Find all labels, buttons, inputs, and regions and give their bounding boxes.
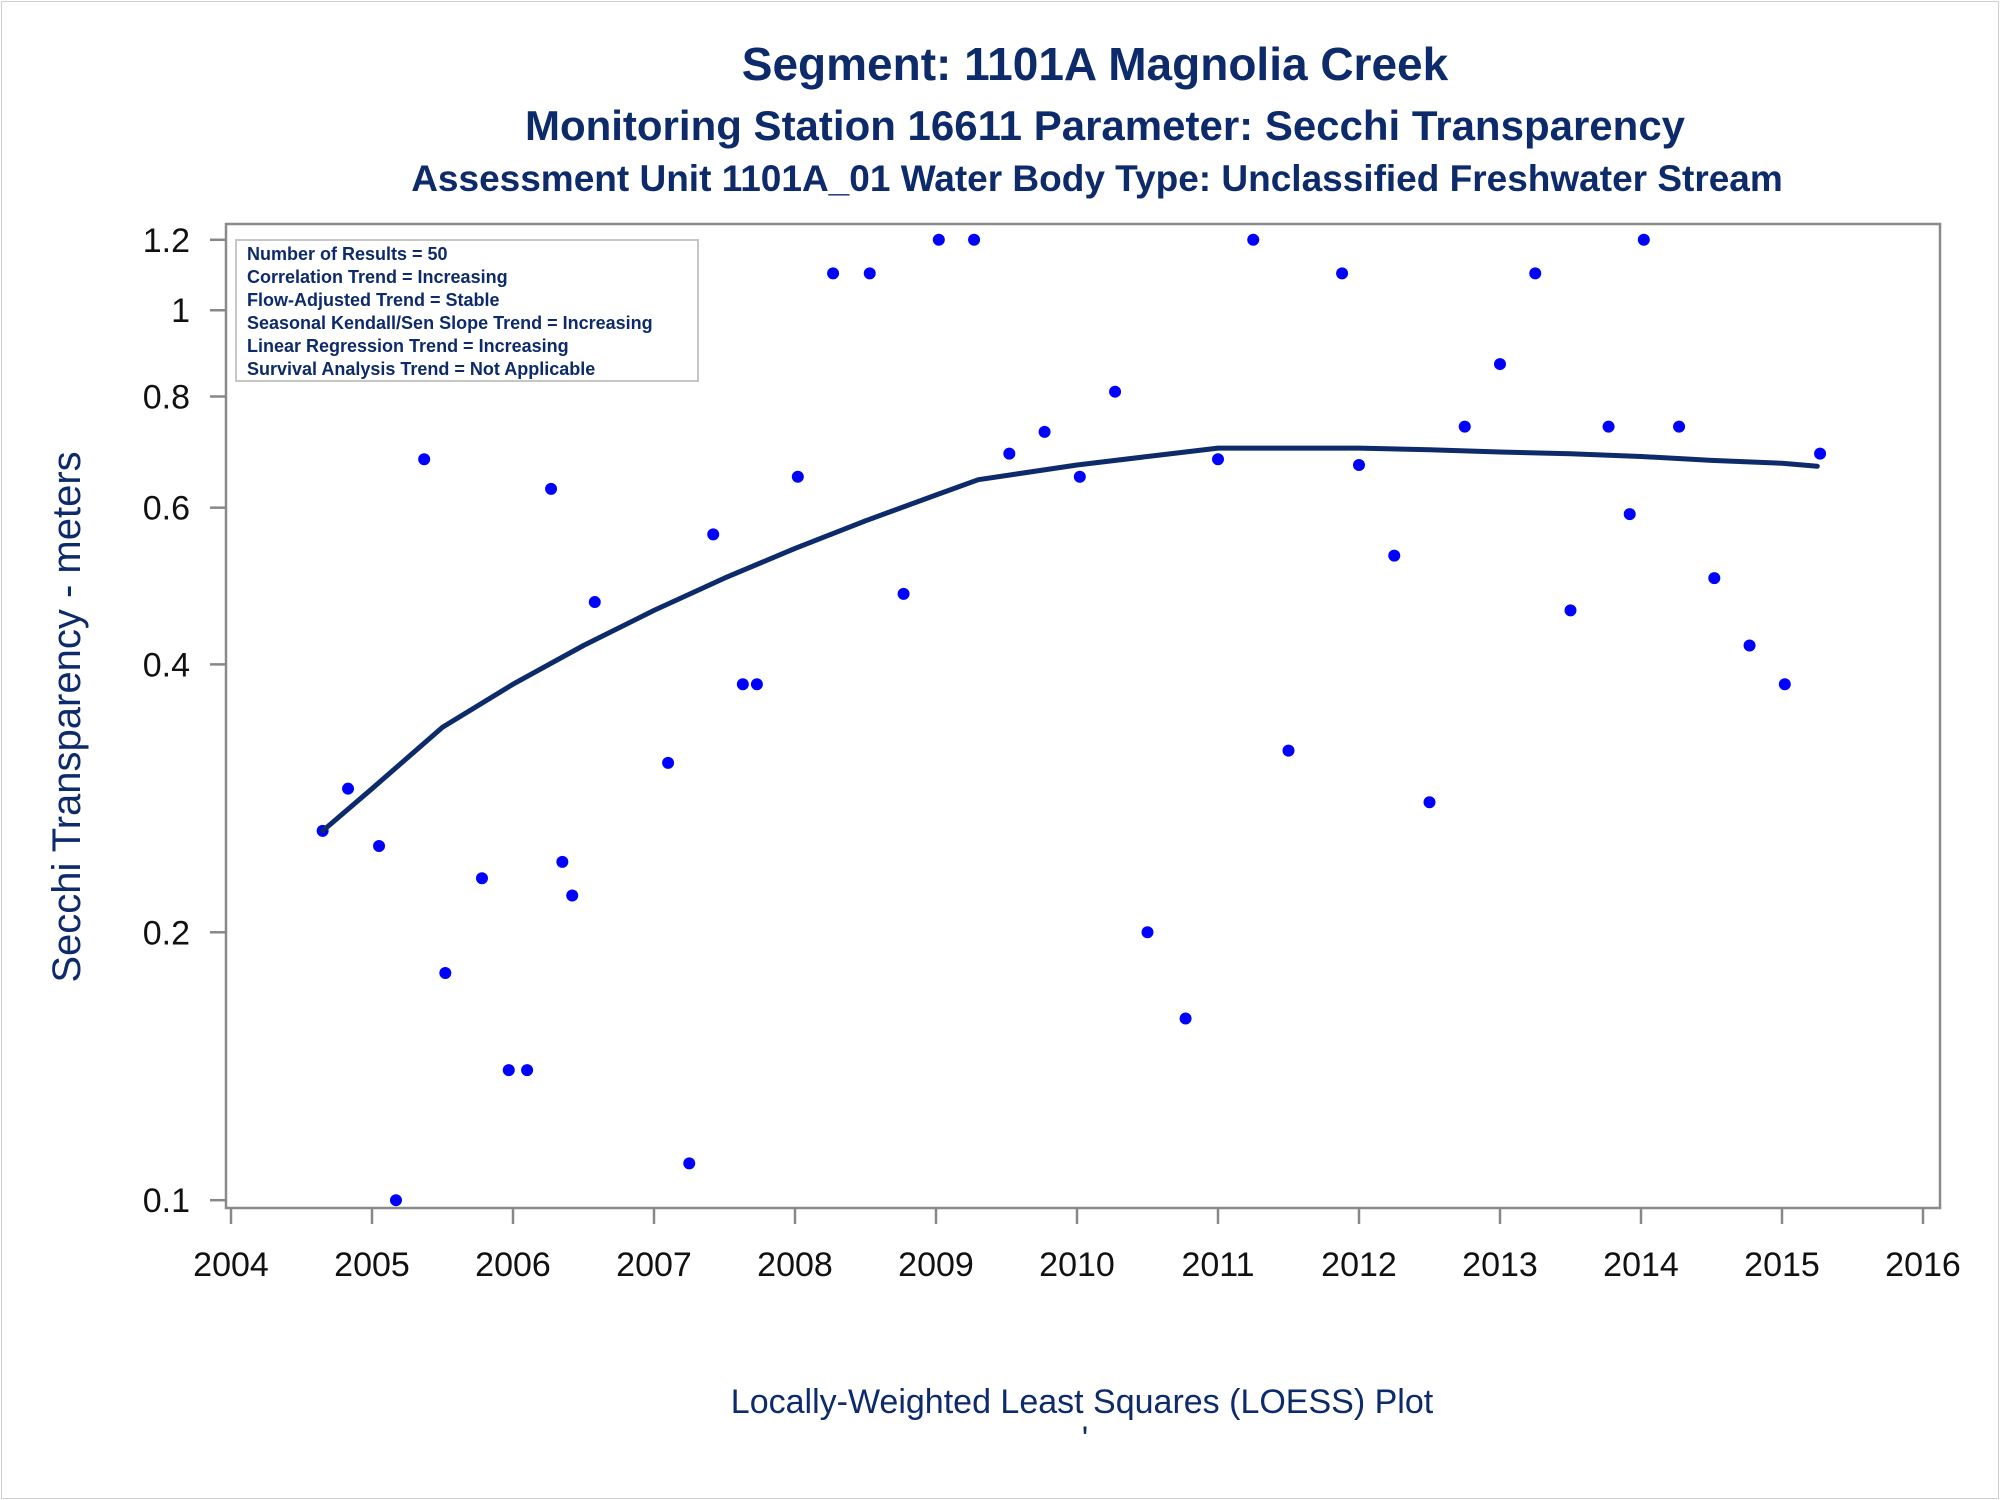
x-tick-label: 2013 — [1462, 1246, 1538, 1284]
y-tick-label: 0.2 — [143, 914, 190, 952]
data-point — [521, 1064, 534, 1077]
inset-line: Flow-Adjusted Trend = Stable — [247, 290, 500, 310]
data-point — [1038, 425, 1051, 438]
data-point — [1336, 267, 1349, 280]
data-point — [791, 470, 804, 483]
data-point — [1673, 420, 1686, 433]
data-point — [827, 267, 840, 280]
data-point — [863, 267, 876, 280]
data-point — [1494, 358, 1506, 371]
x-axis: 2004 2005 2006 2007 2008 2009 2010 2011 2012 2013… — [193, 1208, 1961, 1284]
data-point — [566, 889, 579, 902]
y-tick-label: 0.1 — [143, 1182, 190, 1220]
data-point — [545, 482, 558, 495]
inset-line: Number of Results = 50 — [247, 244, 448, 264]
inset-line: Linear Regression Trend = Increasing — [247, 336, 569, 356]
y-axis: 0.1 0.2 0.4 0.6 0.8 1 1.2 — [143, 222, 226, 1220]
data-point — [662, 756, 675, 769]
data-point — [1282, 744, 1295, 757]
data-point — [1602, 420, 1615, 433]
data-point — [389, 1194, 402, 1207]
data-point — [373, 840, 386, 853]
data-point — [1708, 572, 1721, 585]
data-point — [707, 528, 720, 541]
data-point — [1814, 447, 1827, 460]
x-tick-label: 2006 — [475, 1246, 551, 1284]
data-point — [1179, 1012, 1192, 1025]
data-point — [1247, 233, 1260, 246]
x-tick-label: 2015 — [1744, 1246, 1820, 1284]
chart-title: Segment: 1101A Magnolia Creek — [742, 38, 1449, 90]
inset-line: Survival Analysis Trend = Not Applicable — [247, 359, 595, 379]
data-point — [683, 1157, 696, 1170]
data-point — [736, 678, 749, 691]
loess-line — [320, 445, 1820, 834]
data-point — [439, 967, 452, 980]
x-tick-label: 2014 — [1603, 1246, 1679, 1284]
data-point — [1212, 453, 1224, 466]
chart-subtitle: Monitoring Station 16611 Parameter: Secc… — [525, 102, 1686, 149]
y-tick-label: 0.6 — [143, 490, 190, 528]
data-point — [588, 596, 601, 609]
data-point — [1564, 604, 1577, 617]
x-tick-label: 2004 — [193, 1246, 269, 1284]
data-point — [1353, 459, 1365, 472]
chart-subtitle-2: Assessment Unit 1101A_01 Water Body Type… — [411, 158, 1783, 199]
data-point — [502, 1064, 515, 1077]
data-point — [1637, 233, 1650, 246]
y-tick-label: 0.8 — [143, 378, 190, 416]
inset-line: Seasonal Kendall/Sen Slope Trend = Incre… — [247, 313, 653, 333]
x-tick-label: 2009 — [898, 1246, 974, 1284]
data-point — [968, 233, 981, 246]
footnote: Locally-Weighted Least Squares (LOESS) P… — [731, 1383, 1434, 1421]
data-point — [342, 782, 355, 795]
data-point — [1423, 796, 1436, 809]
inset-box — [235, 239, 699, 382]
data-point — [475, 872, 488, 885]
x-tick-label: 2007 — [616, 1246, 692, 1284]
x-tick-label: 2016 — [1885, 1246, 1961, 1284]
x-tick-label: 2008 — [757, 1246, 833, 1284]
data-point — [556, 855, 569, 868]
data-point — [1458, 420, 1471, 433]
y-tick-label: 1.2 — [143, 222, 190, 260]
x-tick-label: 2011 — [1181, 1246, 1254, 1284]
data-point — [1623, 508, 1636, 521]
x-tick-label: 2012 — [1321, 1246, 1397, 1284]
y-axis-title: Secchi Transparency - meters — [45, 451, 89, 982]
data-point — [418, 453, 431, 466]
data-point — [1109, 385, 1122, 398]
y-tick-label: 1 — [171, 292, 190, 330]
data-point — [1388, 549, 1401, 562]
y-tick-label: 0.4 — [143, 646, 190, 684]
x-tick-label: 2005 — [334, 1246, 410, 1284]
data-point — [1141, 926, 1154, 939]
inset-line: Correlation Trend = Increasing — [247, 267, 508, 287]
data-point — [750, 678, 763, 691]
data-point — [932, 233, 945, 246]
data-point — [1073, 470, 1086, 483]
data-point — [897, 587, 910, 600]
x-tick-label: 2010 — [1039, 1246, 1115, 1284]
plot-area — [224, 222, 1942, 1210]
data-point — [1778, 678, 1791, 691]
footnote-mark: ' — [1082, 1420, 1089, 1458]
data-point — [1003, 447, 1016, 460]
data-point — [1743, 639, 1756, 652]
stats-inset: Number of Results = 50 Correlation Trend… — [235, 239, 699, 382]
data-point — [1529, 267, 1542, 280]
